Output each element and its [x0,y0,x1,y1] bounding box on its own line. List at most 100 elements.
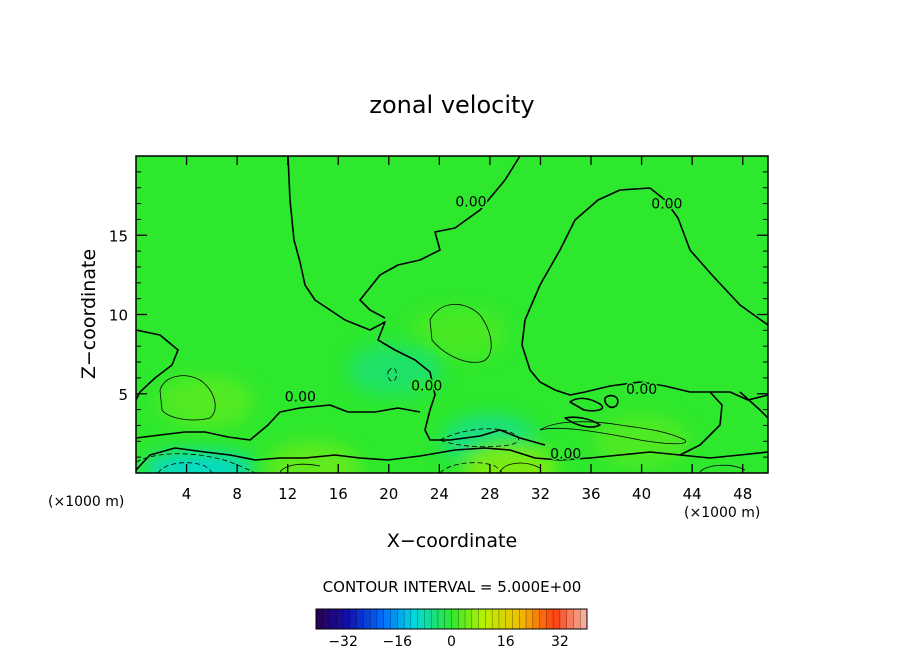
colorbar-swatch [376,609,385,629]
contour-labels: 0.00 0.00 0.00 0.00 0.00 0.00 [283,193,684,464]
zero-contour-label-2: 0.00 [651,196,682,212]
contour-lines [136,156,768,471]
colorbar-swatch [437,609,446,629]
y-tick-label: 10 [109,307,128,325]
zero-contour-lower-left [136,404,421,441]
positive-contour-bottom [279,462,746,473]
velocity-field [136,156,768,473]
colorbar-swatch [336,609,344,629]
negative-contour-small [387,367,397,382]
colorbar-swatch [465,609,473,629]
colorbar-swatch [329,609,337,629]
y-axis-label: Z−coordinate [78,249,100,379]
colorbar-frame [315,608,588,630]
colorbar-tick-label: 16 [497,634,515,650]
x-tick-label: 44 [683,485,702,503]
y-tick-label: 5 [118,386,128,404]
colorbar-swatch [397,609,405,629]
colorbar-tick-label: 0 [447,634,456,650]
colorbar-swatch [410,609,418,629]
negative-contour-bottom-left [136,453,256,473]
colorbar-tick-label: 32 [551,634,569,650]
positive-contour-left-blob [159,375,216,421]
zero-contour-right-arc [521,187,768,401]
colorbar-swatch [512,609,520,629]
zero-contour-label-5: 0.00 [626,382,657,398]
colorbar-ticks: −32 −16 0 16 32 [328,634,568,650]
x-unit-label: (×1000 m) [684,505,760,521]
colorbar-swatch [343,609,351,629]
field-feature-5 [144,452,255,473]
colorbar-swatch [553,609,561,629]
colorbar-tick-label: −16 [383,634,413,650]
zero-contour-left [136,329,179,401]
x-tick-label: 8 [232,485,242,503]
colorbar-swatch [404,609,412,629]
zero-contour-right-low [679,391,768,456]
x-tick-label: 12 [278,485,297,503]
colorbar-swatch [478,609,486,629]
colorbar-swatch [424,609,432,629]
colorbar-swatch [532,609,540,629]
colorbar-swatch [363,609,371,629]
y-axis-ticks: 5 10 15 [109,171,768,458]
colorbar-swatch [451,609,459,629]
zero-contour-label-3: 0.00 [285,390,316,406]
colorbar [315,609,588,629]
colorbar-swatch [417,609,425,629]
colorbar-swatch [356,609,364,629]
colorbar-swatch [546,609,554,629]
colorbar-swatch [485,609,493,629]
field-feature-1 [157,375,254,428]
zero-contour-small-loops [564,394,619,428]
positive-contour-center-blob [429,303,492,363]
x-axis-ticks: 4 8 12 16 20 24 28 32 36 40 44 48 [182,156,752,503]
x-axis-label: X−coordinate [387,530,517,552]
colorbar-swatch [505,609,513,629]
x-tick-label: 28 [480,485,499,503]
z-unit-label: (×1000 m) [48,494,124,510]
negative-contour-bottom-left-inner [157,462,213,473]
colorbar-swatch [498,609,506,629]
colorbar-swatch [370,609,378,629]
x-tick-label: 24 [430,485,449,503]
zero-contour-label-1: 0.00 [455,195,486,211]
x-tick-label: 40 [632,485,651,503]
colorbar-swatch [526,609,534,629]
zero-contour-label-6: 0.00 [550,447,581,463]
zero-contour-upper-left [287,156,546,446]
thin-contour-lines [159,303,746,473]
colorbar-swatch [492,609,500,629]
x-tick-label: 16 [329,485,348,503]
zero-contour-near-bottom [136,447,768,471]
colorbar-tick-label: −32 [328,634,358,650]
chart-title: zonal velocity [369,91,534,119]
colorbar-swatch [458,609,466,629]
x-tick-label: 32 [531,485,550,503]
negative-contour-center-band [439,428,520,448]
zero-contour-mid [359,156,521,319]
colorbar-swatch [580,609,588,629]
colorbar-swatch [322,609,330,629]
colorbar-swatch [431,609,439,629]
colorbar-swatch [559,609,567,629]
contour-interval-label: CONTOUR INTERVAL = 5.000E+00 [323,578,582,596]
colorbar-swatch [349,609,357,629]
colorbar-swatch [539,609,547,629]
colorbar-swatch [316,609,324,629]
zero-contour-label-4: 0.00 [411,379,442,395]
colorbar-swatch [566,609,574,629]
positive-contour-right-band [539,421,687,445]
colorbar-swatch [383,609,391,629]
negative-contour-center-bottom [439,462,503,473]
negative-contour-lines [136,367,520,473]
colorbar-swatch [471,609,479,629]
x-tick-label: 48 [733,485,752,503]
colorbar-swatch [519,609,527,629]
colorbar-swatch [444,609,452,629]
x-tick-label: 20 [379,485,398,503]
colorbar-swatch [573,609,581,629]
colorbar-swatch [390,609,398,629]
y-tick-label: 15 [109,227,128,245]
